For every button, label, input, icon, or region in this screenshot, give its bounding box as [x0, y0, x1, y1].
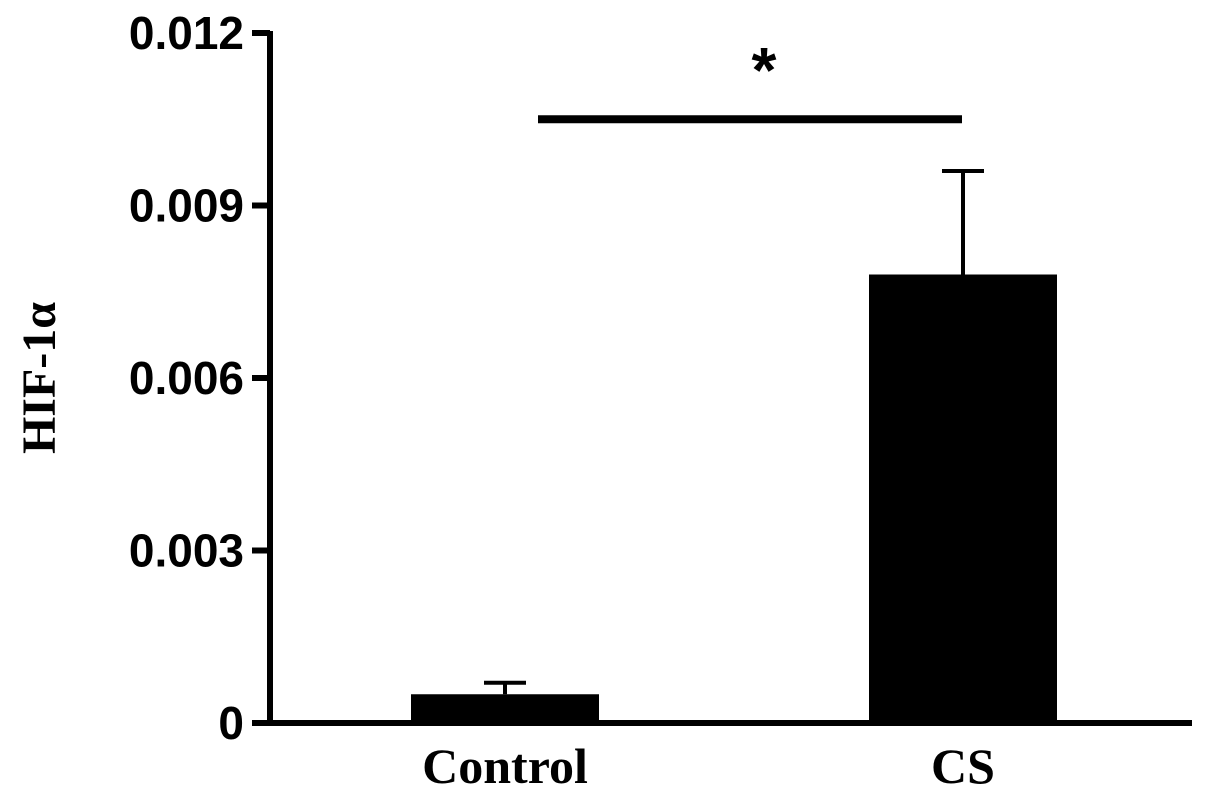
y-tick-label: 0 [218, 697, 244, 749]
bar-control [411, 694, 599, 723]
y-tick-label: 0.012 [129, 7, 244, 59]
bar-cs [869, 274, 1057, 723]
y-tick-label: 0.006 [129, 352, 244, 404]
x-category-label: CS [931, 738, 995, 794]
significance-asterisk: * [752, 34, 777, 106]
y-axis-title: HIF-1α [13, 302, 66, 454]
y-tick-label: 0.003 [129, 525, 244, 577]
x-category-label: Control [422, 738, 588, 794]
y-tick-label: 0.009 [129, 180, 244, 232]
